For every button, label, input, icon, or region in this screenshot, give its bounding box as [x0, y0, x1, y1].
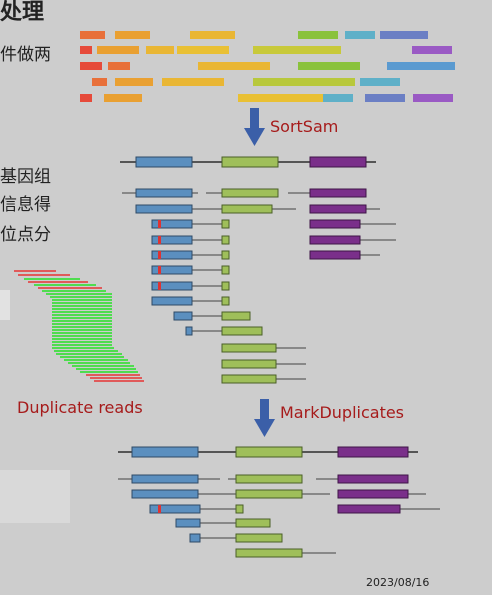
down-arrow-markdup: [254, 399, 275, 437]
gene-model-2: [118, 446, 418, 458]
gene-model-1: [120, 156, 376, 168]
side-panel-bottom: [0, 470, 70, 523]
side-text-line-1: 件做两: [0, 45, 51, 65]
side-panel-top: [0, 290, 10, 320]
duplicate-read-stack: [151, 219, 230, 306]
slide-title-fragment: 处理: [0, 0, 45, 25]
down-arrow-sortsam: [244, 108, 265, 146]
side-text-line-2: 基因组: [0, 167, 51, 187]
markduplicates-label: MarkDuplicates: [280, 403, 405, 422]
deduplicated-reads: [118, 474, 440, 558]
side-text-line-4: 位点分: [0, 225, 51, 245]
unsorted-reads: [80, 31, 455, 102]
sorted-reads: [122, 188, 396, 384]
slide-date: 2023/08/16: [366, 576, 430, 589]
duplicate-reads-pileup: [14, 270, 144, 382]
sortsam-label: SortSam: [270, 117, 339, 136]
side-text-line-3: 信息得: [0, 195, 51, 215]
duplicate-reads-label: Duplicate reads: [17, 398, 143, 417]
